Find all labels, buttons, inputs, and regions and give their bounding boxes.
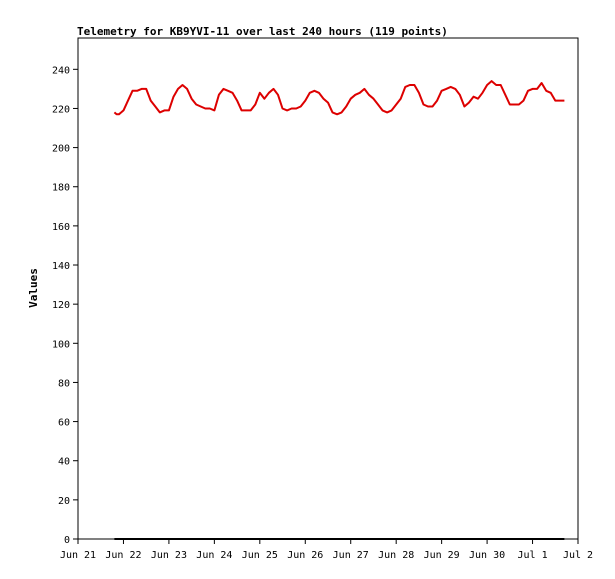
y-tick-label: 220 <box>52 104 70 115</box>
y-tick-label: 60 <box>58 418 70 429</box>
series-line-0 <box>113 80 565 116</box>
x-tick-label: Jun 24 <box>196 550 232 561</box>
y-tick-label: 20 <box>58 496 70 507</box>
y-tick-label: 160 <box>52 222 70 233</box>
x-tick-label: Jun 22 <box>105 550 141 561</box>
y-tick-label: 240 <box>52 65 70 76</box>
y-axis: 0 20 40 60 80 100 120 140 160 180 200 220 240 <box>52 65 78 546</box>
x-tick-label: Jun 27 <box>333 550 369 561</box>
x-tick-label: Jun 30 <box>469 550 505 561</box>
y-axis-label: Values <box>27 268 40 308</box>
x-tick-label: Jun 25 <box>242 550 278 561</box>
chart-title: Telemetry for KB9YVI-11 over last 240 ho… <box>77 25 448 38</box>
x-tick-label: Jul 1 <box>517 550 547 561</box>
series-group <box>113 80 565 540</box>
y-tick-label: 120 <box>52 300 70 311</box>
y-tick-label: 100 <box>52 339 70 350</box>
x-tick-label: Jun 26 <box>287 550 323 561</box>
x-tick-label: Jun 29 <box>424 550 460 561</box>
x-axis: Jun 21 Jun 22 Jun 23 Jun 24 Jun 25 Jun 26 Jun … <box>60 539 593 561</box>
y-tick-label: 80 <box>58 378 70 389</box>
y-tick-label: 200 <box>52 144 70 155</box>
x-tick-label: Jun 23 <box>151 550 187 561</box>
y-tick-label: 180 <box>52 183 70 194</box>
x-tick-label: Jul 2 <box>563 550 593 561</box>
plot-frame <box>77 37 579 540</box>
y-tick-label: 0 <box>64 535 70 546</box>
y-tick-label: 40 <box>58 457 70 468</box>
y-tick-label: 140 <box>52 261 70 272</box>
x-tick-label: Jun 28 <box>378 550 414 561</box>
x-tick-label: Jun 21 <box>60 550 96 561</box>
